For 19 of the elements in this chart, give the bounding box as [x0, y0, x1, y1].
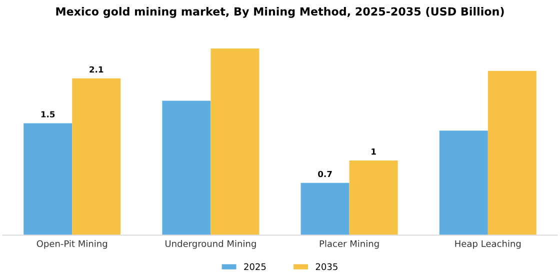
bar [349, 160, 398, 236]
bar [210, 48, 260, 236]
bar [488, 70, 536, 236]
legend-label: 2025 [244, 263, 266, 270]
chart-title: Mexico gold mining market, By Mining Method, 2025-2035 (USD Billion) [56, 7, 504, 18]
data-label: 2.1 [90, 66, 104, 72]
x-tick-label: Open-Pit Mining [36, 240, 108, 249]
data-label: 1 [372, 148, 376, 155]
bar [72, 78, 121, 236]
data-label: 1.5 [41, 111, 55, 118]
data-label: 0.7 [318, 170, 332, 178]
bar [300, 182, 350, 236]
bar [24, 123, 72, 236]
x-tick-label: Placer Mining [320, 240, 379, 249]
x-tick-label: Heap Leaching [455, 240, 521, 249]
x-tick-label: Underground Mining [166, 240, 256, 249]
bar [439, 130, 488, 236]
legend-label: 2035 [316, 263, 338, 270]
bar [162, 100, 211, 236]
